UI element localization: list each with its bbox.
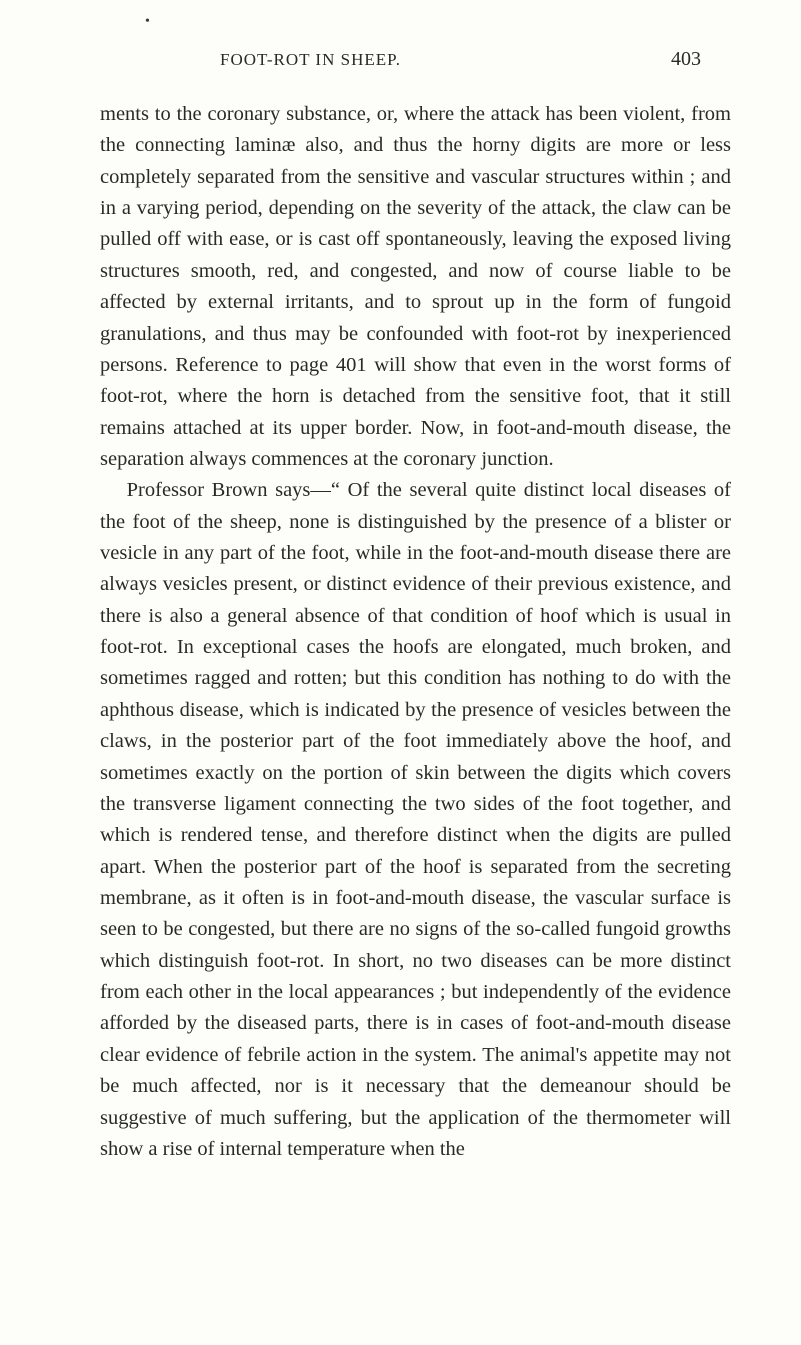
paragraph: Professor Brown says—“ Of the several qu… — [100, 475, 731, 1165]
page-number: 403 — [671, 48, 701, 71]
scanned-page: • FOOT-ROT IN SHEEP. 403 ments to the co… — [0, 0, 801, 1345]
running-title: FOOT-ROT IN SHEEP. — [220, 50, 401, 70]
body-text: ments to the coronary substance, or, whe… — [100, 99, 731, 1165]
print-mark: • — [145, 14, 150, 30]
page-header: FOOT-ROT IN SHEEP. 403 — [100, 48, 731, 71]
paragraph: ments to the coronary substance, or, whe… — [100, 99, 731, 475]
